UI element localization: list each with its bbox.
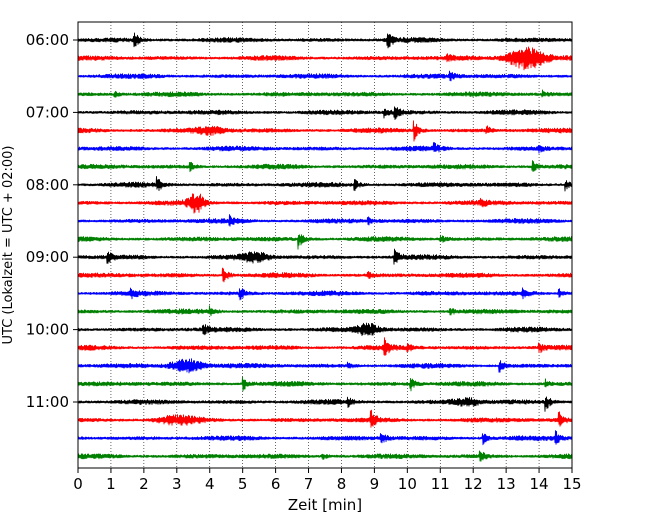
x-axis-label: Zeit [min] <box>288 496 362 514</box>
x-tick-label: 13 <box>497 475 516 493</box>
trace-row-0715 <box>77 120 573 142</box>
x-tick-label: 0 <box>73 475 83 493</box>
y-tick-label: 07:00 <box>26 103 69 121</box>
trace-row-1015 <box>77 337 573 356</box>
x-tick-label: 1 <box>106 475 116 493</box>
x-tick-label: 7 <box>304 475 314 493</box>
trace-row-0915 <box>77 267 573 283</box>
y-tick-label: 06:00 <box>26 31 69 49</box>
trace-row-0630 <box>77 70 573 82</box>
x-tick-label: 12 <box>464 475 483 493</box>
trace-row-0615 <box>77 46 573 71</box>
x-tick-label: 3 <box>172 475 182 493</box>
trace-row-0930 <box>77 287 573 301</box>
trace-row-0845 <box>77 234 573 250</box>
trace-row-1100 <box>77 396 573 412</box>
trace-row-1045 <box>77 376 573 392</box>
trace-row-1145 <box>77 450 573 462</box>
grid-layer <box>110 22 540 468</box>
trace-row-1130 <box>77 430 573 446</box>
x-tick-label: 11 <box>431 475 450 493</box>
x-tick-label: 4 <box>205 475 215 493</box>
y-axis-ticks: 06:00 07:00 08:00 09:00 10:00 11:00 <box>26 31 78 411</box>
x-tick-label: 14 <box>530 475 549 493</box>
trace-row-0745 <box>77 160 573 173</box>
x-tick-label: 6 <box>271 475 281 493</box>
trace-row-1115 <box>77 409 573 428</box>
trace-row-0830 <box>77 214 573 227</box>
trace-row-0730 <box>77 142 573 154</box>
trace-layer <box>77 32 573 462</box>
x-tick-label: 8 <box>337 475 347 493</box>
x-tick-label: 2 <box>139 475 149 493</box>
trace-row-0600 <box>77 32 573 49</box>
y-tick-label: 09:00 <box>26 248 69 266</box>
trace-row-0700 <box>77 106 573 120</box>
x-tick-label: 10 <box>398 475 417 493</box>
x-tick-label: 9 <box>370 475 380 493</box>
x-axis-ticks: 0 1 2 3 4 5 6 7 8 9 10 11 12 13 14 15 <box>73 468 582 493</box>
trace-row-0800 <box>77 176 573 192</box>
trace-row-0945 <box>77 305 573 317</box>
y-tick-label: 11:00 <box>26 393 69 411</box>
plot-frame <box>77 21 573 469</box>
trace-row-1000 <box>77 322 573 337</box>
x-tick-label: 15 <box>562 475 581 493</box>
trace-row-0900 <box>77 248 573 265</box>
x-tick-label: 5 <box>238 475 248 493</box>
trace-row-1030 <box>77 358 573 374</box>
y-tick-label: 08:00 <box>26 176 69 194</box>
y-tick-label: 10:00 <box>26 321 69 339</box>
y-axis-label: UTC (Lokalzeit = UTC + 02:00) <box>1 146 16 345</box>
trace-row-0815 <box>77 193 573 214</box>
trace-row-0645 <box>77 89 573 98</box>
